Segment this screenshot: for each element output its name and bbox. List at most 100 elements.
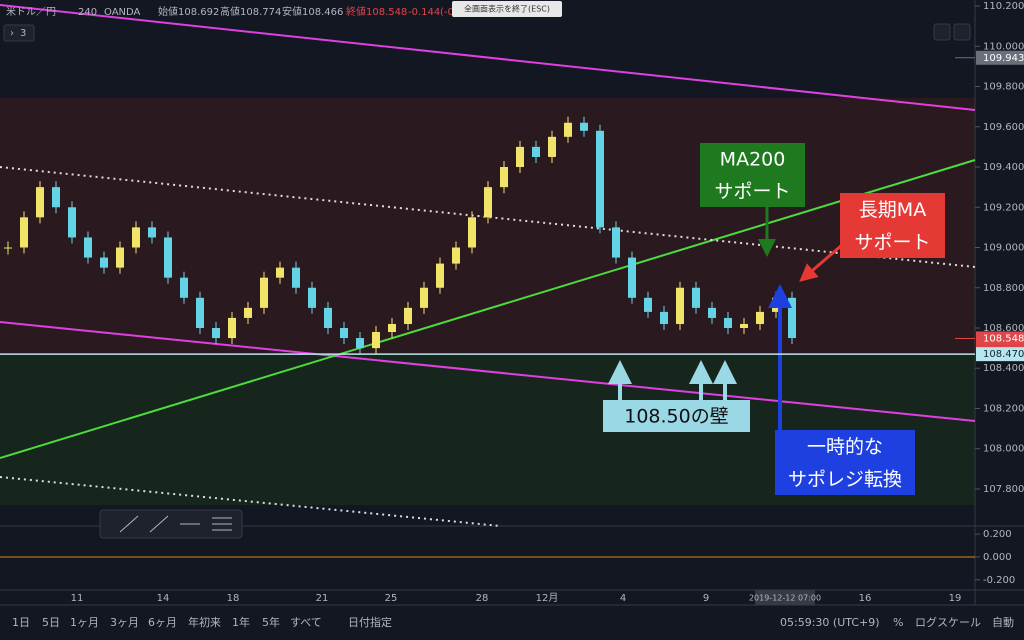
x-tick-label: 4 xyxy=(620,593,626,604)
range-button[interactable]: 1日 xyxy=(12,616,30,629)
annotation-box xyxy=(700,143,805,207)
y-tick-label: 109.600 xyxy=(983,122,1024,133)
annotation-text: MA200 xyxy=(720,149,786,171)
range-button[interactable]: 3ヶ月 xyxy=(110,616,139,629)
ohlc-low: 安値108.466 xyxy=(282,5,343,18)
candle-body xyxy=(132,227,140,248)
price-label-bg xyxy=(976,331,1024,346)
y-tick-label: 108.200 xyxy=(983,403,1024,414)
candle-body xyxy=(36,187,44,218)
reset-button[interactable] xyxy=(953,23,971,41)
candle-body xyxy=(468,217,476,248)
clock: 05:59:30 (UTC+9) xyxy=(780,616,880,629)
indicator-tick-label: -0.200 xyxy=(983,575,1015,586)
candle-body xyxy=(628,257,636,298)
range-button[interactable]: 5年 xyxy=(262,615,280,629)
candle-body xyxy=(52,187,60,208)
annotation-box xyxy=(840,193,945,258)
y-tick-label: 110.200 xyxy=(983,1,1024,12)
candle-body xyxy=(196,297,204,328)
y-tick-label: 108.800 xyxy=(983,283,1024,294)
candle-body xyxy=(228,317,236,339)
candle-body xyxy=(644,297,652,312)
ohlc-close: 終値108.548 xyxy=(346,5,407,18)
drawing-toolbar xyxy=(99,509,243,539)
percent-toggle[interactable]: % xyxy=(893,616,903,629)
candle-body xyxy=(788,297,796,339)
trend-line xyxy=(0,159,976,459)
indicator-tick-label: 0.200 xyxy=(983,529,1012,540)
range-button[interactable]: 1ヶ月 xyxy=(70,616,99,629)
range-button[interactable]: 年初来 xyxy=(188,615,221,629)
annotation-text: サポート xyxy=(854,231,930,253)
studies-toggle-icon: › xyxy=(10,28,14,39)
broker: OANDA xyxy=(104,7,141,18)
price-label: 108.548 xyxy=(983,333,1024,344)
channel-line xyxy=(0,4,976,111)
scroll-button[interactable] xyxy=(933,23,951,41)
candle-body xyxy=(436,263,444,288)
candle-body xyxy=(260,277,268,308)
x-tick-label: 11 xyxy=(71,593,84,604)
range-button[interactable]: 5日 xyxy=(42,616,60,629)
y-tick-label: 109.200 xyxy=(983,202,1024,213)
candle-body xyxy=(612,227,620,258)
symbol: 米ドル／円 xyxy=(6,5,56,18)
resistance-zone xyxy=(0,98,975,355)
candle-body xyxy=(548,136,556,157)
candle-body xyxy=(388,323,396,333)
tool-icon[interactable] xyxy=(119,515,139,533)
candle-body xyxy=(564,122,572,137)
candle-body xyxy=(164,237,172,278)
candle-body xyxy=(532,146,540,157)
candle-body xyxy=(292,267,300,288)
tool-icon[interactable] xyxy=(149,515,169,533)
candle-body xyxy=(692,287,700,308)
candle-body xyxy=(180,277,188,298)
studies-count: 3 xyxy=(20,28,26,39)
candle-body xyxy=(452,247,460,264)
candle-body xyxy=(356,338,364,349)
candle-body xyxy=(372,332,380,349)
candle-body xyxy=(308,287,316,308)
range-button[interactable]: 1年 xyxy=(232,615,250,629)
annotation-text: 長期MA xyxy=(859,199,926,221)
candle-body xyxy=(324,307,332,328)
x-tick-label: 9 xyxy=(703,593,709,604)
y-tick-label: 107.800 xyxy=(983,484,1024,495)
candle-body xyxy=(20,217,28,248)
candle-body xyxy=(84,237,92,258)
dotted-line xyxy=(0,166,976,268)
price-label-bg xyxy=(976,50,1024,65)
candle-body xyxy=(500,167,508,188)
x-tick-label: 25 xyxy=(385,593,398,604)
arrow xyxy=(799,243,843,282)
candle-body xyxy=(676,287,684,324)
channel-line xyxy=(0,321,976,422)
candle-body xyxy=(756,311,764,324)
y-tick-label: 109.800 xyxy=(983,82,1024,93)
candle-body xyxy=(340,327,348,339)
log-toggle[interactable]: ログスケール xyxy=(915,615,981,629)
candle-body xyxy=(244,307,252,318)
studies-toggle[interactable] xyxy=(3,24,35,42)
candle-body xyxy=(660,311,668,324)
x-tick-label: 18 xyxy=(227,593,240,604)
y-tick-label: 109.000 xyxy=(983,243,1024,254)
date-range-button[interactable]: 日付指定 xyxy=(348,615,392,629)
candle-body xyxy=(724,317,732,328)
candle-body xyxy=(116,247,124,268)
x-tick-label: 28 xyxy=(476,593,489,604)
auto-toggle[interactable]: 自動 xyxy=(992,615,1014,629)
y-tick-label: 108.000 xyxy=(983,444,1024,455)
candle-body xyxy=(100,257,108,268)
annotation-text: 一時的な xyxy=(807,436,883,458)
y-tick-label: 108.400 xyxy=(983,363,1024,374)
range-button[interactable]: 6ヶ月 xyxy=(148,616,177,629)
x-tick-label: 16 xyxy=(859,593,872,604)
range-button[interactable]: すべて xyxy=(290,616,322,629)
candle-body xyxy=(596,130,604,228)
candle-body xyxy=(276,267,284,278)
x-tick-label: 19 xyxy=(949,593,962,604)
